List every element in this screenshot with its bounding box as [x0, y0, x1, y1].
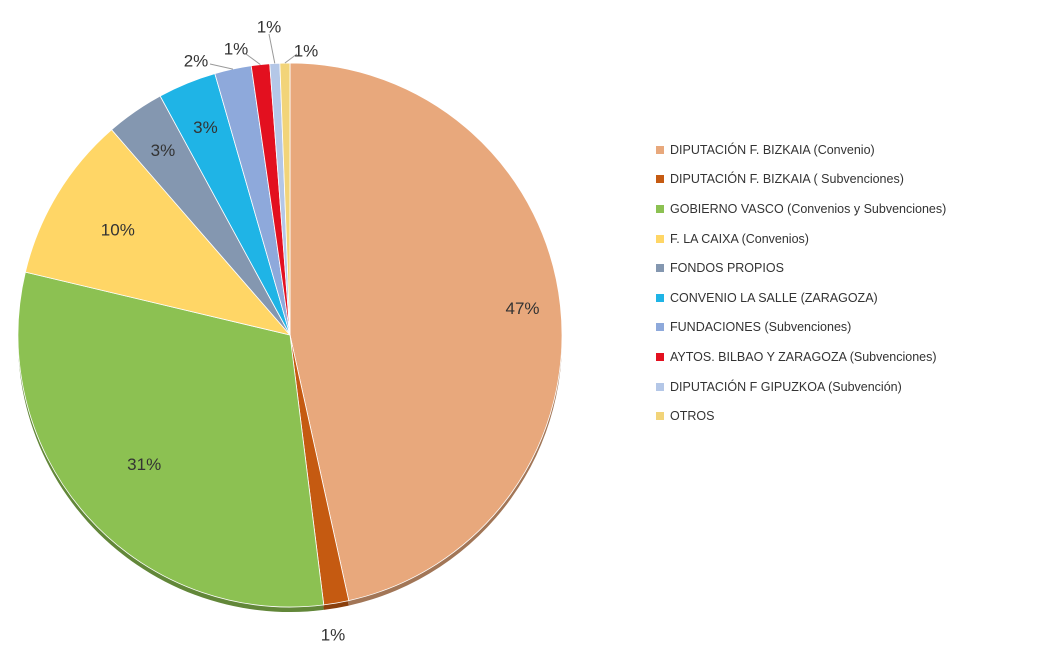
data-label: 31% — [127, 455, 161, 474]
legend-label: CONVENIO LA SALLE (ZARAGOZA) — [670, 290, 878, 305]
leader-line — [268, 33, 276, 64]
legend-swatch — [656, 145, 664, 154]
legend-label: AYTOS. BILBAO Y ZARAGOZA (Subvenciones) — [670, 349, 937, 364]
legend-swatch — [656, 234, 664, 243]
legend-item: OTROS — [656, 401, 946, 431]
legend-item: GOBIERNO VASCO (Convenios y Subvenciones… — [656, 194, 946, 224]
pie-slice-10 — [279, 62, 291, 336]
legend-swatch — [656, 264, 664, 273]
legend-item: CONVENIO LA SALLE (ZARAGOZA) — [656, 283, 946, 313]
data-label: 1% — [224, 39, 249, 58]
legend-item: AYTOS. BILBAO Y ZARAGOZA (Subvenciones) — [656, 342, 946, 372]
chart-legend: DIPUTACIÓN F. BIZKAIA (Convenio) DIPUTACI… — [656, 135, 946, 431]
legend-label: OTROS — [670, 409, 715, 424]
legend-swatch — [656, 352, 664, 361]
legend-swatch — [656, 412, 664, 421]
leader-line — [209, 63, 234, 70]
legend-item: F. LA CAIXA (Convenios) — [656, 224, 946, 254]
legend-swatch — [656, 323, 664, 332]
data-label: 47% — [505, 299, 539, 318]
pie-slice-4 — [24, 129, 292, 336]
data-label: 1% — [294, 41, 319, 60]
legend-label: DIPUTACIÓN F. BIZKAIA (Convenio) — [670, 142, 875, 157]
legend-swatch — [656, 175, 664, 184]
data-label: 3% — [193, 118, 218, 137]
data-label: 1% — [321, 625, 346, 644]
data-label: 1% — [257, 17, 282, 36]
legend-label: F. LA CAIXA (Convenios) — [670, 231, 809, 246]
pie-slice-1 — [289, 62, 563, 602]
legend-label: FUNDACIONES (Subvenciones) — [670, 320, 852, 335]
leader-line — [284, 53, 298, 64]
legend-item: DIPUTACIÓN F. BIZKAIA ( Subvenciones) — [656, 165, 946, 195]
legend-item: FONDOS PROPIOS — [656, 253, 946, 283]
legend-item: DIPUTACIÓN F GIPUZKOA (Subvención) — [656, 372, 946, 402]
legend-swatch — [656, 382, 664, 391]
legend-swatch — [656, 204, 664, 213]
legend-item: DIPUTACIÓN F. BIZKAIA (Convenio) — [656, 135, 946, 165]
legend-label: FONDOS PROPIOS — [670, 261, 784, 276]
legend-swatch — [656, 293, 664, 302]
data-label: 2% — [184, 51, 209, 70]
legend-label: GOBIERNO VASCO (Convenios y Subvenciones… — [670, 201, 947, 216]
data-label: 3% — [151, 141, 176, 160]
pie-slice-3 — [17, 271, 325, 608]
legend-label: DIPUTACIÓN F GIPUZKOA (Subvención) — [670, 379, 902, 394]
legend-item: FUNDACIONES (Subvenciones) — [656, 313, 946, 343]
legend-label: DIPUTACIÓN F. BIZKAIA ( Subvenciones) — [670, 172, 904, 187]
data-label: 10% — [101, 220, 135, 239]
leader-line — [245, 53, 261, 66]
